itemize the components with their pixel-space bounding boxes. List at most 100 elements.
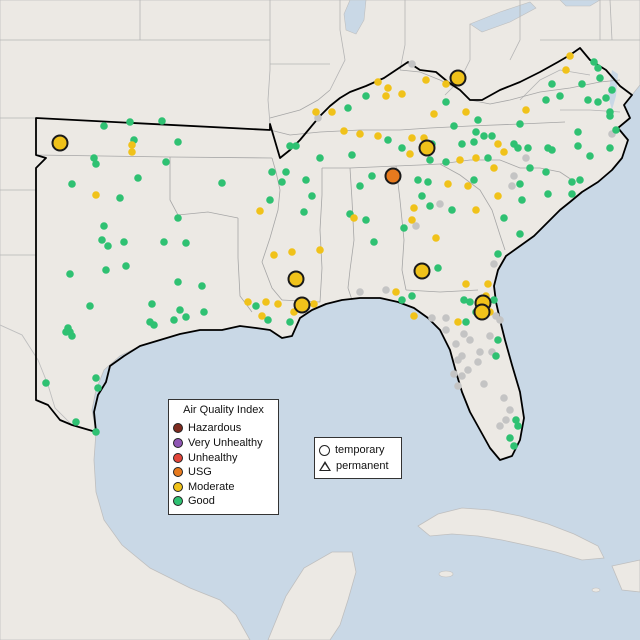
temporary-station-marker xyxy=(418,139,436,157)
station-marker xyxy=(252,302,260,310)
station-marker xyxy=(472,206,480,214)
station-marker xyxy=(122,262,130,270)
station-marker xyxy=(426,156,434,164)
station-marker xyxy=(200,308,208,316)
station-marker xyxy=(594,98,602,106)
station-marker xyxy=(410,312,418,320)
station-marker xyxy=(400,224,408,232)
station-marker xyxy=(502,416,510,424)
station-marker xyxy=(268,168,276,176)
station-marker xyxy=(460,330,468,338)
legend-item-label: temporary xyxy=(335,444,385,456)
station-marker xyxy=(568,190,576,198)
station-marker xyxy=(182,313,190,321)
station-marker xyxy=(406,150,414,158)
station-marker xyxy=(506,406,514,414)
station-marker xyxy=(548,146,556,154)
station-marker xyxy=(466,298,474,306)
station-marker xyxy=(542,96,550,104)
station-marker xyxy=(568,178,576,186)
station-marker xyxy=(454,382,462,390)
station-marker xyxy=(384,84,392,92)
temporary-station-marker xyxy=(384,167,402,185)
station-marker xyxy=(470,138,478,146)
station-marker xyxy=(314,114,322,122)
station-marker xyxy=(574,142,582,150)
station-marker xyxy=(612,126,620,134)
station-marker xyxy=(424,178,432,186)
legend-item-label: permanent xyxy=(336,460,389,472)
station-type-legend: temporary permanent xyxy=(314,437,402,479)
station-marker xyxy=(508,182,516,190)
station-marker xyxy=(42,379,50,387)
station-marker xyxy=(176,306,184,314)
station-marker xyxy=(442,158,450,166)
station-marker xyxy=(514,144,522,152)
station-marker xyxy=(174,214,182,222)
station-marker xyxy=(574,128,582,136)
station-marker xyxy=(510,172,518,180)
station-marker xyxy=(162,158,170,166)
station-marker xyxy=(412,222,420,230)
station-marker xyxy=(392,288,400,296)
station-marker xyxy=(492,352,500,360)
station-marker xyxy=(490,164,498,172)
station-marker xyxy=(350,214,358,222)
station-marker xyxy=(362,216,370,224)
station-marker xyxy=(102,266,110,274)
station-marker xyxy=(94,384,102,392)
good-swatch-icon xyxy=(173,496,183,506)
station-marker xyxy=(68,332,76,340)
station-marker xyxy=(62,328,70,336)
station-marker xyxy=(418,192,426,200)
station-marker xyxy=(370,238,378,246)
station-marker xyxy=(500,148,508,156)
station-marker xyxy=(474,358,482,366)
station-marker xyxy=(542,168,550,176)
station-marker xyxy=(448,206,456,214)
station-marker xyxy=(466,336,474,344)
station-marker xyxy=(576,176,584,184)
station-marker xyxy=(274,300,282,308)
station-marker xyxy=(256,207,264,215)
station-marker xyxy=(410,204,418,212)
station-marker xyxy=(258,312,266,320)
temporary-station-marker xyxy=(287,270,305,288)
station-marker xyxy=(432,234,440,242)
station-marker xyxy=(218,179,226,187)
station-marker xyxy=(382,286,390,294)
station-marker xyxy=(516,230,524,238)
station-marker xyxy=(514,422,522,430)
station-marker xyxy=(92,374,100,382)
land-hispaniola xyxy=(611,559,640,593)
land-cuba xyxy=(417,507,605,561)
station-marker xyxy=(454,356,462,364)
station-marker xyxy=(408,292,416,300)
station-marker xyxy=(594,64,602,72)
aqi-legend: Air Quality Index Hazardous Very Unhealt… xyxy=(168,399,279,515)
station-marker xyxy=(456,156,464,164)
station-marker xyxy=(488,132,496,140)
station-marker xyxy=(270,251,278,259)
station-marker xyxy=(460,296,468,304)
station-marker xyxy=(148,300,156,308)
station-marker xyxy=(470,176,478,184)
station-marker xyxy=(292,142,300,150)
legend-item-permanent: permanent xyxy=(319,459,389,473)
station-marker xyxy=(198,282,206,290)
station-marker xyxy=(500,214,508,222)
station-marker xyxy=(480,380,488,388)
station-marker xyxy=(356,182,364,190)
station-marker xyxy=(310,300,318,308)
station-marker xyxy=(286,318,294,326)
station-marker xyxy=(462,280,470,288)
station-marker xyxy=(408,60,416,68)
land-island xyxy=(591,587,601,593)
station-marker xyxy=(302,176,310,184)
station-marker xyxy=(92,160,100,168)
station-marker xyxy=(544,190,552,198)
temporary-station-marker xyxy=(413,262,431,280)
station-marker xyxy=(328,108,336,116)
station-marker xyxy=(442,80,450,88)
station-marker xyxy=(474,116,482,124)
